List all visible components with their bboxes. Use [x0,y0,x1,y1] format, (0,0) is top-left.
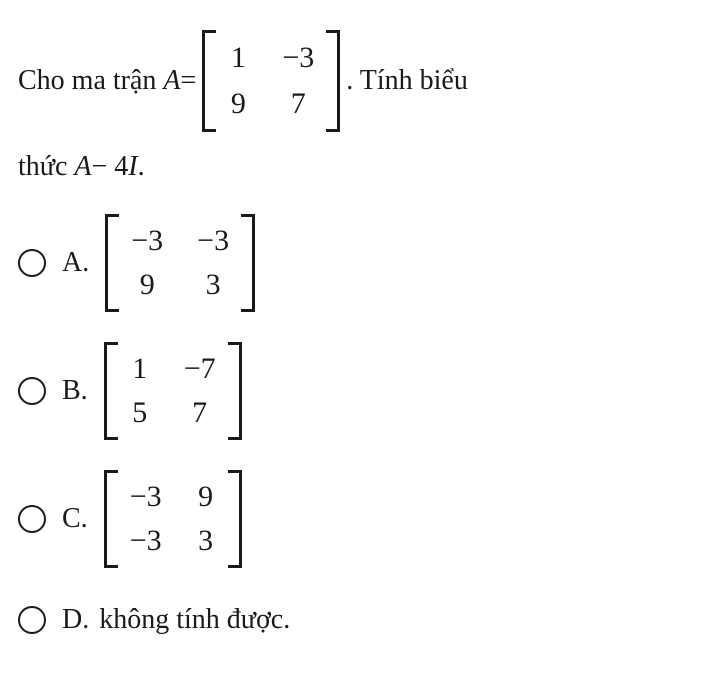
option-a[interactable]: A. −3 −3 9 3 [18,214,708,312]
expr-A: A [74,150,91,184]
matrix-cell: 9 [196,480,216,514]
matrix-cell: 7 [282,86,314,122]
bracket-right-icon [228,470,242,568]
matrix-cell: −3 [197,224,229,258]
bracket-right-icon [326,30,340,132]
matrix-cell: −3 [131,224,163,258]
matrix-body: 1 −7 5 7 [118,342,228,440]
bracket-left-icon [104,342,118,440]
bracket-right-icon [241,214,255,312]
matrix-cell: 9 [131,268,163,302]
matrix-cell: 9 [228,86,248,122]
question-line-1: Cho ma trận A = 1 −3 9 7 . Tính biểu [18,30,708,132]
question-line-2: thức A − 4 I . [18,150,708,184]
option-letter: B. [62,375,88,407]
radio-icon[interactable] [18,377,46,405]
bracket-left-icon [104,470,118,568]
option-c[interactable]: C. −3 9 −3 3 [18,470,708,568]
radio-icon[interactable] [18,505,46,533]
question-prefix: Cho ma trận [18,64,163,98]
matrix-cell: −3 [130,480,162,514]
matrix-body: −3 9 −3 3 [118,470,228,568]
matrix-cell: 3 [196,524,216,558]
bracket-left-icon [105,214,119,312]
radio-icon[interactable] [18,606,46,634]
expr-end: . [138,150,145,184]
option-b[interactable]: B. 1 −7 5 7 [18,342,708,440]
expr-I: I [128,150,137,184]
option-b-matrix: 1 −7 5 7 [104,342,242,440]
radio-icon[interactable] [18,249,46,277]
matrix-A-body: 1 −3 9 7 [216,30,326,132]
matrix-cell: 5 [130,396,150,430]
option-d-text: không tính được. [99,604,290,636]
matrix-cell: −3 [130,524,162,558]
matrix-cell: −3 [282,40,314,76]
option-letter: A. [62,247,89,279]
question-line2-prefix: thức [18,150,74,184]
matrix-cell: 1 [228,40,248,76]
option-a-matrix: −3 −3 9 3 [105,214,255,312]
matrix-cell: 7 [184,396,216,430]
option-d[interactable]: D. không tính được. [18,604,708,636]
matrix-cell: −7 [184,352,216,386]
matrix-A: 1 −3 9 7 [202,30,340,132]
option-letter: C. [62,503,88,535]
matrix-cell: 1 [130,352,150,386]
bracket-right-icon [228,342,242,440]
expr-mid: − 4 [92,150,129,184]
matrix-cell: 3 [197,268,229,302]
option-letter: D. [62,604,89,636]
matrix-symbol-A: A [163,64,180,98]
equals-sign: = [181,64,197,98]
option-c-matrix: −3 9 −3 3 [104,470,242,568]
matrix-body: −3 −3 9 3 [119,214,241,312]
question-suffix: . Tính biểu [346,64,468,98]
bracket-left-icon [202,30,216,132]
